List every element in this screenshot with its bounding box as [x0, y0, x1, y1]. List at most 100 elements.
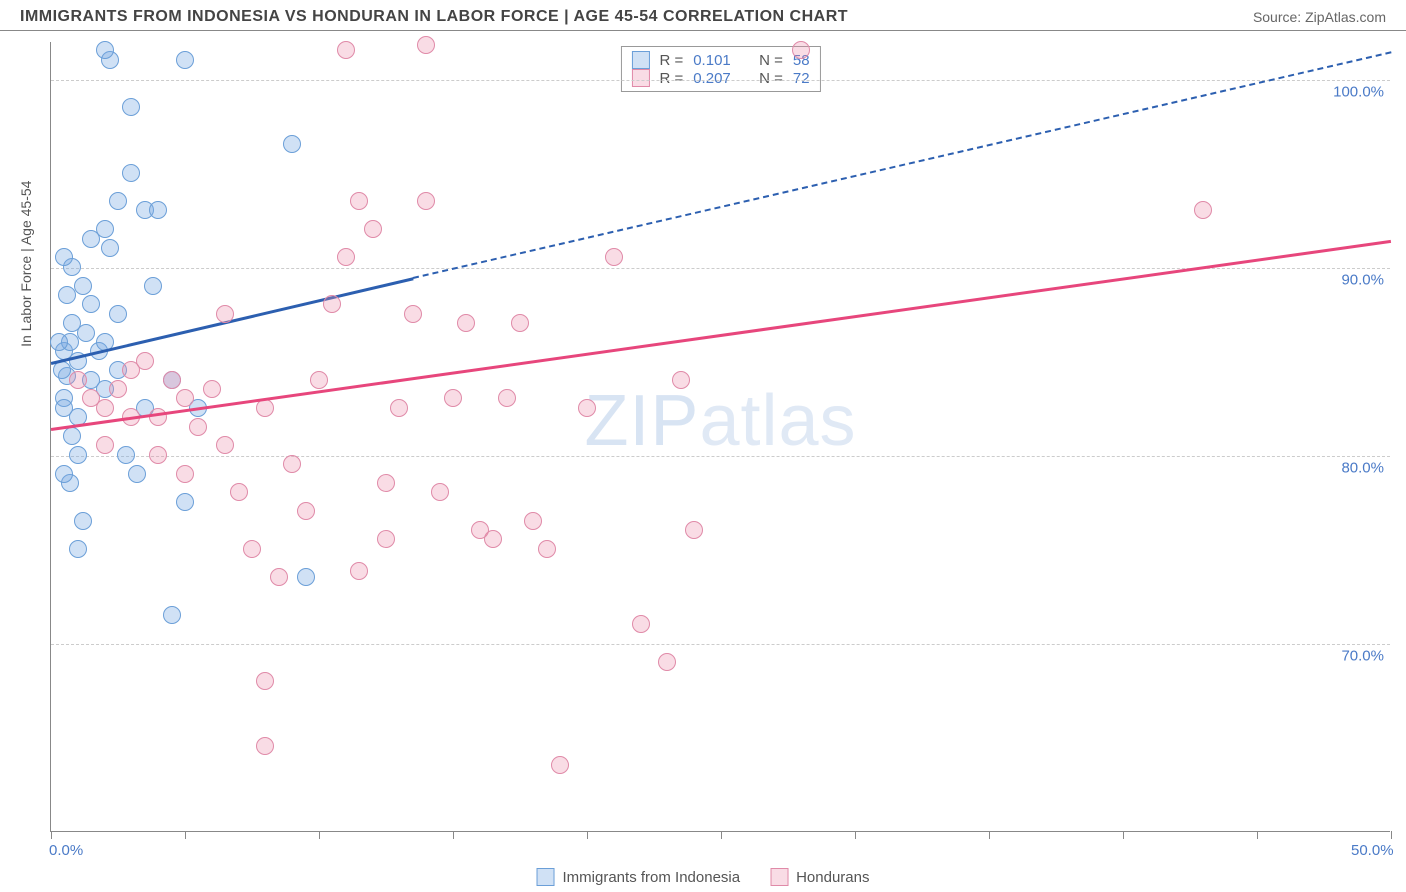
- chart-title: IMMIGRANTS FROM INDONESIA VS HONDURAN IN…: [20, 8, 848, 26]
- data-point-honduran: [69, 371, 87, 389]
- data-point-honduran: [364, 220, 382, 238]
- data-point-indonesia: [176, 493, 194, 511]
- n-value-honduran: 72: [793, 70, 810, 87]
- data-point-honduran: [283, 455, 301, 473]
- x-tick: [1391, 831, 1392, 839]
- r-label: R =: [659, 52, 683, 69]
- data-point-honduran: [417, 192, 435, 210]
- data-point-indonesia: [55, 399, 73, 417]
- gridline-h: [51, 456, 1390, 457]
- x-tick: [1123, 831, 1124, 839]
- data-point-indonesia: [69, 540, 87, 558]
- data-point-indonesia: [69, 446, 87, 464]
- x-tick: [319, 831, 320, 839]
- data-point-indonesia: [96, 41, 114, 59]
- y-tick-label: 70.0%: [1341, 647, 1384, 664]
- data-point-indonesia: [117, 446, 135, 464]
- data-point-indonesia: [283, 135, 301, 153]
- chart-header: IMMIGRANTS FROM INDONESIA VS HONDURAN IN…: [0, 0, 1406, 31]
- data-point-honduran: [350, 562, 368, 580]
- data-point-indonesia: [101, 239, 119, 257]
- data-point-honduran: [377, 474, 395, 492]
- data-point-honduran: [484, 530, 502, 548]
- data-point-indonesia: [176, 51, 194, 69]
- r-value-indonesia: 0.101: [693, 52, 731, 69]
- data-point-indonesia: [82, 295, 100, 313]
- watermark-bold: ZIP: [584, 381, 699, 461]
- data-point-honduran: [685, 521, 703, 539]
- data-point-honduran: [230, 483, 248, 501]
- data-point-honduran: [498, 389, 516, 407]
- x-tick: [185, 831, 186, 839]
- y-tick-label: 80.0%: [1341, 459, 1384, 476]
- data-point-honduran: [109, 380, 127, 398]
- data-point-indonesia: [96, 220, 114, 238]
- data-point-honduran: [149, 446, 167, 464]
- data-point-honduran: [297, 502, 315, 520]
- data-point-honduran: [444, 389, 462, 407]
- data-point-indonesia: [77, 324, 95, 342]
- data-point-honduran: [176, 465, 194, 483]
- n-label: N =: [759, 70, 783, 87]
- x-tick: [989, 831, 990, 839]
- data-point-honduran: [632, 615, 650, 633]
- data-point-indonesia: [74, 277, 92, 295]
- correlation-row-honduran: R = 0.207 N = 72: [631, 69, 809, 87]
- data-point-honduran: [256, 399, 274, 417]
- legend-item-indonesia: Immigrants from Indonesia: [537, 868, 741, 886]
- y-tick-label: 90.0%: [1341, 271, 1384, 288]
- gridline-h: [51, 80, 1390, 81]
- data-point-honduran: [189, 418, 207, 436]
- legend-swatch-honduran: [631, 69, 649, 87]
- x-tick: [587, 831, 588, 839]
- gridline-h: [51, 644, 1390, 645]
- source-label: Source: ZipAtlas.com: [1253, 9, 1386, 25]
- r-value-honduran: 0.207: [693, 70, 731, 87]
- data-point-honduran: [377, 530, 395, 548]
- data-point-honduran: [792, 41, 810, 59]
- data-point-indonesia: [163, 606, 181, 624]
- plot-region: ZIPatlas R = 0.101 N = 58 R = 0.207 N = …: [50, 42, 1390, 832]
- watermark-light: atlas: [699, 381, 856, 461]
- trendline-indonesia: [51, 277, 413, 364]
- data-point-honduran: [404, 305, 422, 323]
- data-point-honduran: [310, 371, 328, 389]
- data-point-honduran: [658, 653, 676, 671]
- legend-item-honduran: Hondurans: [770, 868, 869, 886]
- data-point-honduran: [337, 41, 355, 59]
- data-point-indonesia: [128, 465, 146, 483]
- data-point-indonesia: [55, 465, 73, 483]
- data-point-honduran: [390, 399, 408, 417]
- data-point-indonesia: [63, 427, 81, 445]
- data-point-honduran: [96, 436, 114, 454]
- data-point-honduran: [605, 248, 623, 266]
- data-point-indonesia: [144, 277, 162, 295]
- x-tick: [453, 831, 454, 839]
- x-tick-label: 0.0%: [49, 842, 83, 859]
- data-point-honduran: [323, 295, 341, 313]
- data-point-indonesia: [74, 512, 92, 530]
- data-point-indonesia: [122, 164, 140, 182]
- data-point-indonesia: [53, 361, 71, 379]
- data-point-honduran: [216, 436, 234, 454]
- correlation-legend: R = 0.101 N = 58 R = 0.207 N = 72: [620, 46, 820, 92]
- r-label: R =: [659, 70, 683, 87]
- data-point-honduran: [551, 756, 569, 774]
- x-tick: [51, 831, 52, 839]
- data-point-honduran: [270, 568, 288, 586]
- data-point-indonesia: [149, 201, 167, 219]
- data-point-honduran: [176, 389, 194, 407]
- data-point-honduran: [256, 672, 274, 690]
- data-point-honduran: [672, 371, 690, 389]
- legend-label-indonesia: Immigrants from Indonesia: [563, 869, 741, 886]
- data-point-honduran: [1194, 201, 1212, 219]
- data-point-honduran: [350, 192, 368, 210]
- legend-label-honduran: Hondurans: [796, 869, 869, 886]
- data-point-honduran: [431, 483, 449, 501]
- data-point-indonesia: [109, 305, 127, 323]
- legend-swatch-honduran: [770, 868, 788, 886]
- data-point-honduran: [417, 36, 435, 54]
- x-tick: [721, 831, 722, 839]
- correlation-row-indonesia: R = 0.101 N = 58: [631, 51, 809, 69]
- data-point-honduran: [538, 540, 556, 558]
